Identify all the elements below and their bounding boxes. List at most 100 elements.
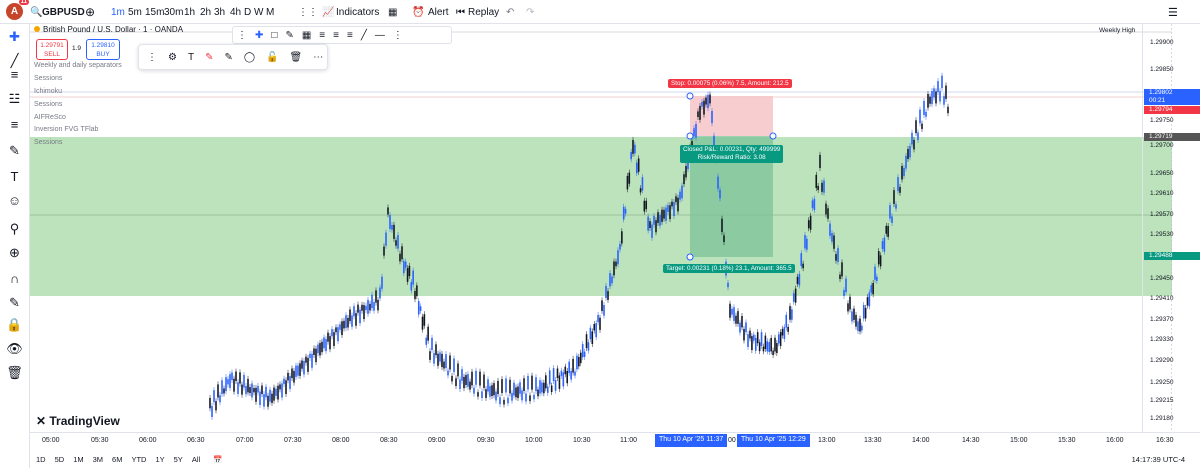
replay-button[interactable]: Replay — [468, 6, 500, 18]
interval-M[interactable]: M — [266, 6, 275, 18]
indicators-icon[interactable]: 📈 — [322, 6, 335, 18]
sell-button[interactable]: 1.29791 SELL — [36, 39, 68, 60]
more-icon[interactable]: ⋯ — [313, 51, 324, 63]
interval-1h[interactable]: 1h — [184, 6, 196, 18]
lock-icon[interactable]: 🔓 — [266, 51, 279, 63]
clock[interactable]: 14:17:39 UTC-4 — [1131, 454, 1185, 464]
candle-body — [449, 355, 451, 370]
delete-icon[interactable]: 🗑 — [289, 51, 303, 63]
undo-icon[interactable]: ↶ — [506, 6, 515, 18]
range-3M[interactable]: 3M — [92, 454, 104, 464]
pattern-icon[interactable]: ☳ — [8, 90, 21, 106]
interval-3h[interactable]: 3h — [214, 6, 226, 18]
drag-handle-icon[interactable]: ⋮ — [147, 51, 157, 63]
ray-icon[interactable]: ╱ — [360, 29, 367, 41]
interval-W[interactable]: W — [254, 6, 264, 18]
candle-body — [911, 132, 913, 145]
range-5D[interactable]: 5D — [54, 454, 65, 464]
indicator-6[interactable]: Sessions — [34, 139, 63, 146]
interval-5m[interactable]: 5m — [128, 6, 142, 18]
cursor-icon[interactable]: ✚ — [255, 29, 264, 41]
drag-handle-icon[interactable]: ⋮ — [237, 29, 247, 41]
brush-icon[interactable]: ✎ — [9, 142, 20, 158]
alert-button[interactable]: Alert — [428, 6, 449, 18]
indicator-5[interactable]: Inversion FVG TFlab — [34, 126, 99, 133]
candle-body — [231, 372, 233, 381]
menu-icon[interactable]: ☰ — [1168, 6, 1178, 19]
zoom-icon[interactable]: ⊕ — [9, 244, 20, 260]
interval-2h[interactable]: 2h — [200, 6, 212, 18]
candle-body — [345, 315, 347, 329]
indicator-4[interactable]: AIFReSco — [34, 114, 66, 121]
indicator-3[interactable]: Sessions — [34, 101, 63, 108]
vline-icon[interactable]: ⋮ — [392, 29, 403, 41]
line-color-icon[interactable]: ✎ — [224, 51, 233, 63]
text-icon[interactable]: T — [10, 169, 19, 184]
goto-date-icon[interactable]: 📅 — [213, 454, 223, 464]
candle-body — [550, 385, 553, 393]
symbol-name[interactable]: GBPUSD — [42, 6, 85, 18]
symbol-search-icon[interactable]: 🔍 — [30, 6, 43, 18]
lines-icon[interactable]: ≡ — [319, 29, 326, 41]
hline-icon[interactable]: — — [374, 29, 385, 41]
visibility-icon[interactable]: ◯ — [243, 51, 256, 63]
range-5Y[interactable]: 5Y — [173, 454, 183, 464]
brush-icon[interactable]: ✎ — [285, 29, 294, 41]
candle-body — [255, 387, 257, 402]
lock-icon[interactable]: 🔒 — [6, 316, 23, 332]
candle-body — [889, 205, 891, 219]
forecast-icon[interactable]: ≡ — [10, 117, 19, 132]
avatar[interactable]: A 11 — [6, 0, 29, 20]
candle-body — [285, 380, 287, 394]
candle-body — [459, 379, 461, 390]
candle-body — [907, 148, 909, 159]
price-scale[interactable]: Weekly High 1.29900 1.29850 1.29750 1.29700… — [1099, 24, 1200, 432]
interval-30m[interactable]: 30m — [164, 6, 184, 18]
candle-body — [897, 177, 899, 192]
emoji-icon[interactable]: ☺ — [7, 193, 22, 208]
ruler-icon[interactable]: ⚲ — [9, 220, 20, 236]
redo-icon[interactable]: ↷ — [526, 6, 535, 18]
interval-4h[interactable]: 4h — [230, 6, 242, 18]
range-1D[interactable]: 1D — [36, 454, 46, 464]
text-tool-icon[interactable]: T — [187, 51, 195, 63]
candle-body — [754, 337, 757, 351]
range-1M[interactable]: 1M — [73, 454, 84, 464]
replay-icon[interactable]: ⏮ — [456, 6, 465, 18]
eye-icon[interactable]: 👁 — [6, 340, 23, 356]
range-YTD[interactable]: YTD — [131, 454, 147, 464]
rectangle-icon[interactable]: □ — [271, 29, 278, 41]
bar-style-icon[interactable]: ⋮⋮ — [298, 6, 318, 18]
indicators-button[interactable]: Indicators — [336, 6, 380, 18]
fib-icon[interactable]: ≡ — [10, 67, 19, 82]
candle-body — [406, 268, 409, 282]
candle-body — [401, 246, 403, 260]
candle-body — [639, 188, 642, 193]
stay-drawing-icon[interactable]: ✎ — [9, 294, 20, 310]
pitchfork-icon[interactable]: ≡ — [333, 29, 339, 41]
table-icon[interactable]: ▦ — [301, 29, 312, 41]
alert-icon[interactable]: ⏰ — [412, 6, 425, 18]
range-1Y[interactable]: 1Y — [155, 454, 165, 464]
layout-icon[interactable]: ▦ — [388, 6, 398, 18]
indicator-2[interactable]: Ichimoku — [34, 88, 63, 95]
crosshair-icon[interactable]: ✚ — [9, 28, 20, 44]
interval-D[interactable]: D — [244, 6, 252, 18]
interval-15m[interactable]: 15m — [145, 6, 165, 18]
chart-pane[interactable]: Stop: 0.00075 (0.06%) 7.5, Amount: 212.5… — [30, 24, 1172, 432]
candle-body — [933, 88, 935, 98]
trend-line-icon[interactable]: ╱ — [10, 52, 19, 68]
interval-1m[interactable]: 1m — [111, 6, 125, 18]
channel-icon[interactable]: ≡ — [346, 29, 353, 41]
indicator-1[interactable]: Sessions — [34, 75, 63, 82]
magnet-icon[interactable]: ∩ — [9, 271, 20, 286]
compare-icon[interactable]: ⊕ — [85, 5, 96, 19]
time-axis[interactable]: 05:00 05:30 06:00 06:30 07:00 07:30 08:00 08:30… — [30, 432, 1200, 448]
buy-button[interactable]: 1.29810 BUY — [86, 39, 120, 60]
indicator-0[interactable]: Weekly and daily separators — [34, 62, 122, 69]
settings-icon[interactable]: ⚙ — [168, 51, 177, 63]
trash-icon[interactable]: 🗑 — [6, 364, 23, 380]
fill-color-icon[interactable]: ✎ — [205, 51, 214, 63]
range-All[interactable]: All — [191, 454, 201, 464]
range-6M[interactable]: 6M — [112, 454, 123, 464]
